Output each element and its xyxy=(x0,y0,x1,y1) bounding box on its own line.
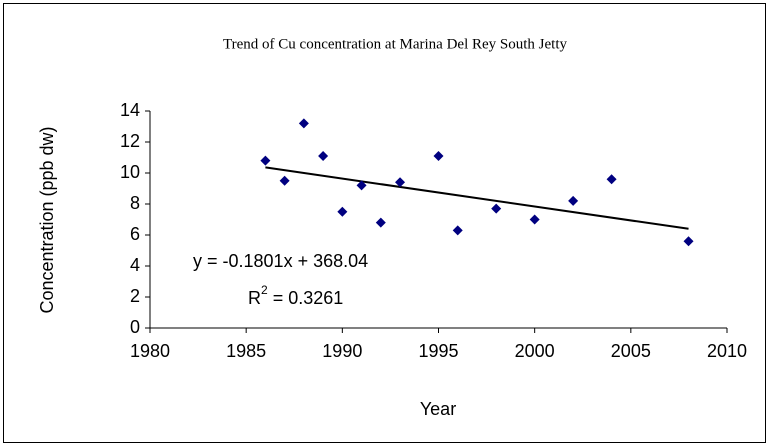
point xyxy=(260,155,271,166)
y-tick-label: 12 xyxy=(120,131,140,151)
point xyxy=(279,175,290,186)
point xyxy=(606,174,617,185)
x-tick-label: 1990 xyxy=(322,341,362,361)
y-tick-label: 10 xyxy=(120,162,140,182)
x-tick-label: 2000 xyxy=(515,341,555,361)
point xyxy=(683,236,694,247)
x-tick-label: 2005 xyxy=(611,341,651,361)
r-squared: R2 = 0.3261 xyxy=(248,283,343,308)
r-sup: 2 xyxy=(261,283,268,297)
x-axis-label: Year xyxy=(420,399,456,419)
x-tick-label: 1980 xyxy=(130,341,170,361)
x-tick-label: 1995 xyxy=(418,341,458,361)
point xyxy=(491,203,502,214)
r-base: R xyxy=(248,288,261,308)
y-tick-label: 0 xyxy=(130,317,140,337)
trendline xyxy=(265,166,689,230)
y-tick-label: 4 xyxy=(130,255,140,275)
point xyxy=(433,150,444,161)
point xyxy=(337,206,348,217)
trend-equation: y = -0.1801x + 368.04 xyxy=(193,251,368,271)
point xyxy=(298,118,309,129)
x-tick-label: 1985 xyxy=(226,341,266,361)
point xyxy=(375,217,386,228)
point xyxy=(568,195,579,206)
point xyxy=(529,214,540,225)
y-tick-label: 8 xyxy=(130,193,140,213)
chart-title: Trend of Cu concentration at Marina Del … xyxy=(223,36,567,52)
point xyxy=(452,225,463,236)
y-tick-label: 2 xyxy=(130,286,140,306)
point xyxy=(395,177,406,188)
point xyxy=(318,150,329,161)
x-tick-label: 2010 xyxy=(707,341,747,361)
point xyxy=(356,180,367,191)
y-tick-label: 6 xyxy=(130,224,140,244)
r-rest: = 0.3261 xyxy=(268,288,344,308)
y-tick-label: 14 xyxy=(120,100,140,120)
y-axis-label: Concentration (ppb dw) xyxy=(37,126,57,313)
